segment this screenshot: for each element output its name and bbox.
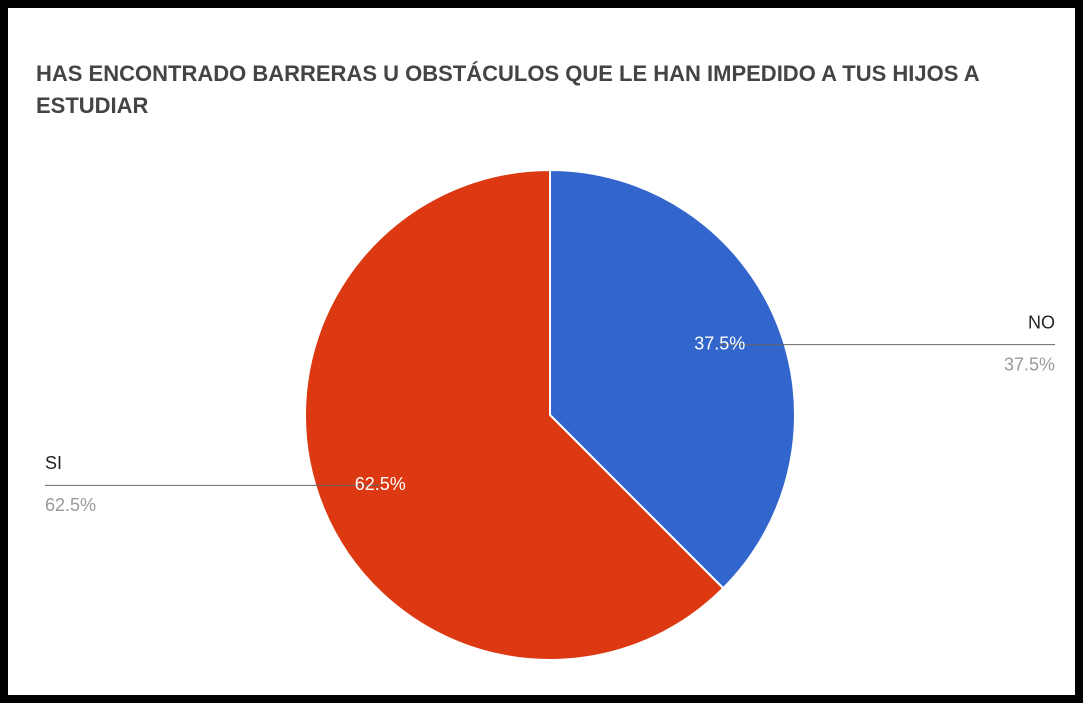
pie-slice	[549, 168, 796, 590]
legend-value: 37.5%	[1004, 354, 1055, 374]
legend-value: 62.5%	[45, 495, 96, 515]
chart-title: HAS ENCONTRADO BARRERAS U OBSTÁCULOS QUE…	[36, 61, 979, 118]
slice-label: 37.5%	[694, 333, 745, 353]
pie-slice	[304, 168, 725, 661]
slice-label: 62.5%	[355, 474, 406, 494]
legend-label: SI	[45, 453, 62, 473]
legend-label: NO	[1028, 312, 1055, 332]
